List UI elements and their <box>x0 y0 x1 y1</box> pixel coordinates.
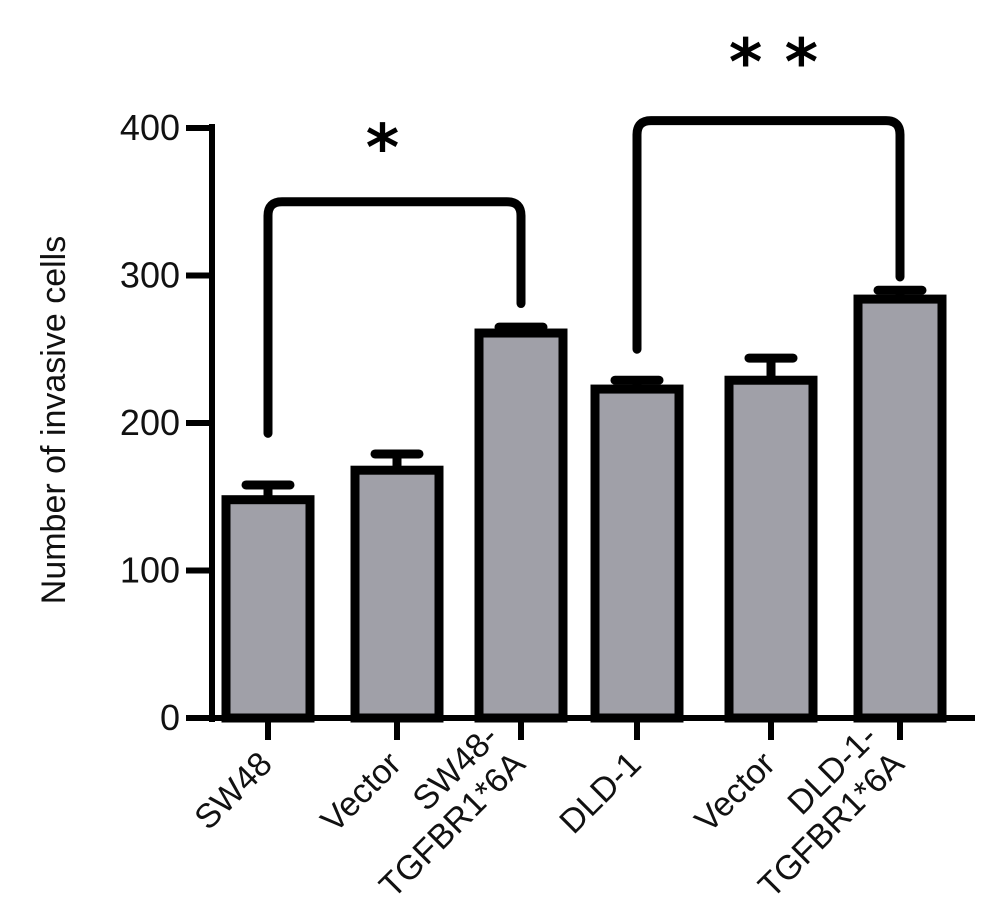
x-tick-label: Vector <box>688 745 783 840</box>
y-tick-label: 200 <box>120 402 180 443</box>
y-tick-label: 100 <box>120 550 180 591</box>
bar <box>474 328 568 723</box>
y-axis-label: Number of invasive cells <box>35 236 73 604</box>
y-tick-label: 300 <box>120 255 180 296</box>
bar <box>350 465 444 723</box>
significance-label: * <box>366 112 399 186</box>
y-tick-label: 0 <box>160 697 180 738</box>
y-tick-label: 400 <box>120 107 180 148</box>
x-tick-label: DLD-1 <box>552 745 648 841</box>
significance-bracket <box>632 116 905 354</box>
significance-bracket <box>263 197 526 438</box>
bar <box>724 375 818 723</box>
bar <box>590 384 684 723</box>
significance-label: * * <box>729 27 818 101</box>
x-tick-label: SW48-TGFBR1*6A <box>345 718 533 906</box>
x-tick-label: SW48 <box>187 745 279 837</box>
x-tick-label: DLD-1-TGFBR1*6A <box>724 718 912 906</box>
x-tick-label: Vector <box>314 745 409 840</box>
bar <box>221 495 315 723</box>
bar <box>853 294 947 723</box>
